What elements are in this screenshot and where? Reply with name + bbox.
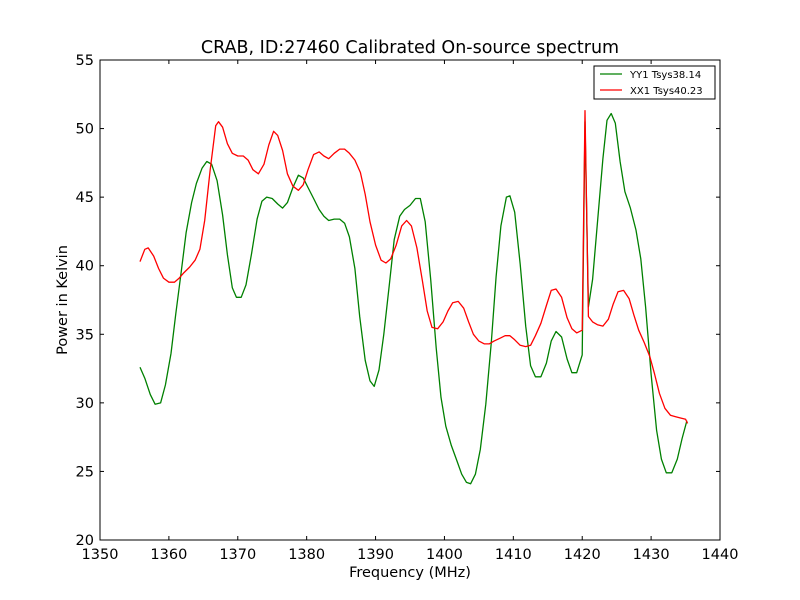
x-tick-label: 1350 (82, 547, 119, 563)
plot-area: 1350 1360 1370 1380 1390 1400 1410 1420 1430 1440… (76, 53, 739, 563)
chart-title: CRAB, ID:27460 Calibrated On-source spec… (201, 38, 619, 58)
x-tick-label: 1360 (150, 547, 187, 563)
legend-box (593, 65, 716, 100)
legend-label-yy1: YY1 Tsys38.14 (629, 70, 701, 81)
legend-label-xx1: XX1 Tsys40.23 (630, 86, 703, 97)
y-axis-ticks: 20 25 30 35 40 45 50 55 (76, 53, 720, 549)
y-tick-label: 25 (76, 464, 94, 480)
x-tick-label: 1440 (702, 547, 739, 563)
y-axis-title: Power in Kelvin (55, 245, 71, 355)
series-line-yy1 (139, 112, 688, 485)
series-line-xx1 (139, 110, 689, 424)
x-tick-label: 1390 (357, 547, 394, 563)
x-axis-ticks: 1350 1360 1370 1380 1390 1400 1410 1420 1430 1440 (82, 60, 739, 563)
x-tick-label: 1430 (633, 547, 670, 563)
x-tick-label: 1420 (564, 547, 601, 563)
y-tick-label: 55 (76, 53, 94, 69)
x-tick-label: 1370 (219, 547, 256, 563)
series-layer (139, 110, 689, 485)
y-tick-label: 30 (76, 396, 94, 412)
x-axis-title: Frequency (MHz) (349, 565, 471, 581)
x-tick-label: 1400 (426, 547, 463, 563)
plot-frame (99, 59, 721, 541)
y-tick-label: 45 (76, 190, 94, 206)
y-tick-label: 35 (76, 327, 94, 343)
y-tick-label: 20 (76, 533, 94, 549)
x-tick-label: 1380 (288, 547, 325, 563)
x-tick-label: 1410 (495, 547, 532, 563)
y-tick-label: 40 (76, 259, 94, 275)
legend: YY1 Tsys38.14 XX1 Tsys40.23 (593, 65, 716, 100)
y-tick-label: 50 (76, 122, 94, 138)
